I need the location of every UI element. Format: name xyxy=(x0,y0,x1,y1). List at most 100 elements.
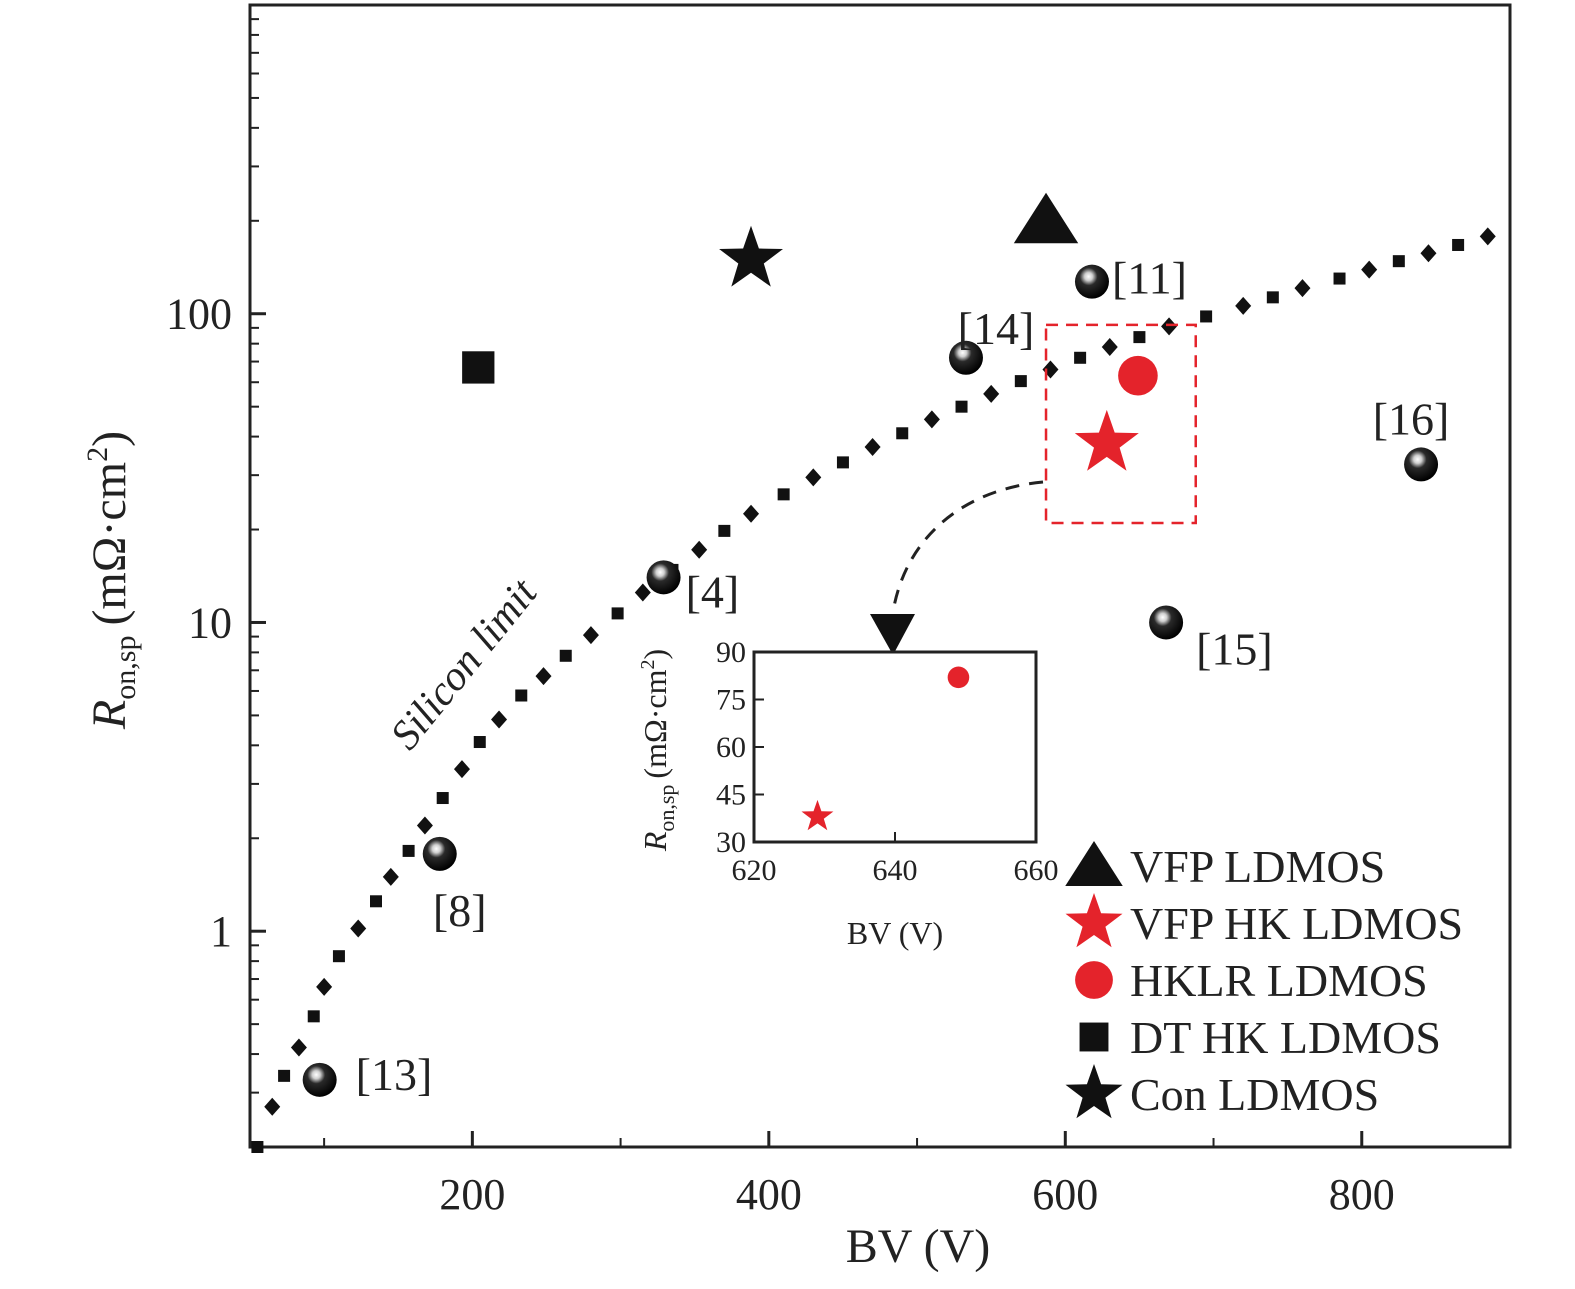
inset-y-axis-title-close: ) xyxy=(637,649,673,660)
legend-label: VFP HK LDMOS xyxy=(1130,898,1463,949)
silicon-limit-point xyxy=(316,977,333,996)
silicon-limit-point xyxy=(691,540,708,559)
x-tick-label: 200 xyxy=(439,1170,505,1219)
silicon-limit-annotation: Silicon limit xyxy=(382,570,547,759)
y-axis-title-sup: 2 xyxy=(81,447,114,462)
reference-point xyxy=(1404,447,1439,482)
inset-point xyxy=(947,666,970,689)
silicon-limit-point xyxy=(1333,272,1346,285)
inset-x-axis-title: BV (V) xyxy=(847,915,943,951)
silicon-limit-point xyxy=(1200,310,1213,323)
zoom-arrow-head xyxy=(870,614,915,655)
reference-point xyxy=(1149,605,1184,640)
silicon-limit-point xyxy=(264,1097,281,1116)
silicon-limit-point xyxy=(416,816,433,835)
silicon-limit-point xyxy=(382,867,399,886)
legend-label: HKLR LDMOS xyxy=(1130,955,1428,1006)
silicon-limit-point xyxy=(1101,338,1118,357)
silicon-limit-point xyxy=(955,400,968,413)
y-tick-label: 100 xyxy=(166,290,232,339)
legend-marker xyxy=(1075,961,1113,999)
legend-marker xyxy=(1065,893,1123,948)
silicon-limit-point xyxy=(290,1038,307,1057)
silicon-limit-point xyxy=(1392,255,1405,268)
silicon-limit-point xyxy=(370,895,382,908)
reference-points: [13] [8] [4] [14] [11] [15] [16] xyxy=(302,253,1449,1100)
silicon-limit-point xyxy=(1014,375,1027,388)
inset-point xyxy=(801,799,834,831)
inset-y-axis-title-main: R xyxy=(637,831,673,852)
silicon-limit-point xyxy=(402,844,415,857)
silicon-limit-point xyxy=(743,504,760,523)
legend-label: Con LDMOS xyxy=(1130,1069,1379,1120)
inset-plot-frame xyxy=(752,650,1038,844)
legend-label: VFP LDMOS xyxy=(1130,841,1385,892)
y-tick-label: 1 xyxy=(210,907,232,956)
silicon-limit-point xyxy=(718,524,731,537)
silicon-limit-point xyxy=(1074,351,1087,364)
series-marker xyxy=(1013,192,1079,244)
inset-y-tick-label: 30 xyxy=(716,826,746,859)
inset-y-tick-label: 45 xyxy=(716,779,746,812)
silicon-limit-point xyxy=(634,583,651,602)
silicon-limit-point xyxy=(1235,296,1252,315)
silicon-limit-point xyxy=(582,626,599,645)
silicon-limit-point xyxy=(436,792,449,805)
y-axis-title-close: ) xyxy=(83,431,136,447)
silicon-limit-point xyxy=(1161,317,1178,336)
silicon-limit-point xyxy=(1294,279,1311,298)
reference-point xyxy=(948,340,983,375)
silicon-limit-point xyxy=(983,384,1000,403)
inset-y-axis-title-sup: 2 xyxy=(637,659,659,669)
x-axis-title: BV (V) xyxy=(846,1220,990,1273)
inset-y-axis-title: Ron,sp (mΩ·cm2) xyxy=(637,649,679,852)
inset-y-axis-title-units: (mΩ·cm xyxy=(637,669,673,778)
reference-label: [14] xyxy=(958,303,1035,354)
legend-marker xyxy=(1079,1022,1109,1052)
silicon-limit-point xyxy=(278,1069,291,1082)
reference-label: [15] xyxy=(1196,623,1273,674)
silicon-limit-point xyxy=(923,410,940,429)
reference-point xyxy=(1074,264,1109,299)
silicon-limit-point xyxy=(777,488,790,501)
y-axis-title-units: (mΩ·cm xyxy=(83,462,136,626)
silicon-limit-point xyxy=(836,456,849,469)
inset-x-tick-label: 640 xyxy=(873,854,918,887)
reference-point xyxy=(646,560,681,595)
reference-label: [8] xyxy=(433,885,487,936)
inset-axis-ticks: 620 640 660 30 45 60 75 90 xyxy=(716,636,1059,887)
silicon-limit-point xyxy=(805,468,822,487)
reference-point xyxy=(302,1062,337,1097)
inset-y-axis-title-sub: on,sp xyxy=(654,785,679,832)
y-axis-title: Ron,sp (mΩ·cm2) xyxy=(81,431,142,730)
silicon-limit-point xyxy=(1452,238,1465,251)
silicon-limit-point xyxy=(1420,244,1437,263)
x-tick-label: 600 xyxy=(1032,1170,1098,1219)
zoom-arrow-line xyxy=(891,480,1044,613)
y-axis-title-sub: on,sp xyxy=(109,636,142,700)
inset-x-tick-label: 620 xyxy=(732,854,777,887)
x-tick-label: 800 xyxy=(1329,1170,1395,1219)
reference-label: [4] xyxy=(686,566,740,617)
main-plot-frame xyxy=(248,3,1512,1149)
silicon-limit-point xyxy=(559,649,572,662)
legend-marker xyxy=(1065,1064,1123,1119)
silicon-limit-point xyxy=(1361,260,1378,279)
y-axis-title-main: R xyxy=(83,700,136,730)
series-marker xyxy=(462,351,495,384)
inset-y-tick-label: 90 xyxy=(716,636,746,669)
legend-label: DT HK LDMOS xyxy=(1130,1012,1441,1063)
zoom-box xyxy=(1044,323,1197,525)
series-marker xyxy=(1118,355,1158,396)
series-marker xyxy=(1074,409,1139,471)
silicon-limit-point xyxy=(1479,227,1496,246)
x-tick-label: 400 xyxy=(736,1170,802,1219)
legend: VFP LDMOS VFP HK LDMOS HKLR LDMOS DT HK LDM… xyxy=(1065,841,1463,1120)
reference-label: [11] xyxy=(1112,253,1187,304)
y-tick-label: 10 xyxy=(188,598,232,647)
silicon-limit-point xyxy=(611,607,624,620)
inset-points xyxy=(801,666,970,831)
reference-point xyxy=(422,836,457,871)
zoom-box-group xyxy=(1044,323,1197,525)
